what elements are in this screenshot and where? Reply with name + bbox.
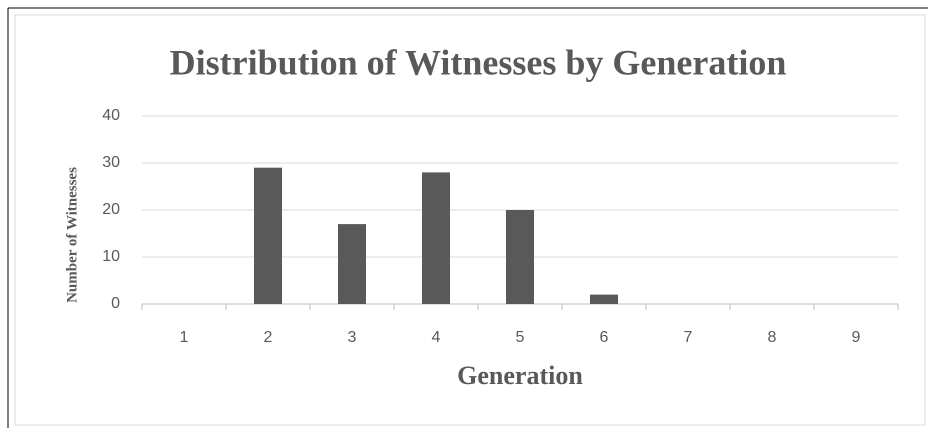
x-tick-label: 3 [348,329,357,346]
x-tick-label: 9 [852,329,861,346]
x-tick-label: 1 [180,329,189,346]
x-tick-label: 4 [432,329,441,346]
bar [590,294,618,304]
y-tick-label: 30 [102,154,120,171]
chart-border [14,14,926,426]
x-axis-label: Generation [457,361,583,390]
y-tick-label: 40 [102,107,120,124]
bar [254,167,282,304]
y-tick-label: 20 [102,201,120,218]
x-tick-label: 2 [264,329,273,346]
y-tick-label: 10 [102,248,120,265]
y-tick-label: 0 [111,295,120,312]
bar [506,210,534,304]
y-axis-label: Number of Witnesses [64,167,80,303]
x-tick-label: 7 [684,329,693,346]
x-tick-label: 6 [600,329,609,346]
chart-title: Distribution of Witnesses by Generation [170,42,787,82]
x-tick-label: 5 [516,329,525,346]
bar [422,172,450,304]
bar [338,224,366,304]
x-tick-label: 8 [768,329,777,346]
